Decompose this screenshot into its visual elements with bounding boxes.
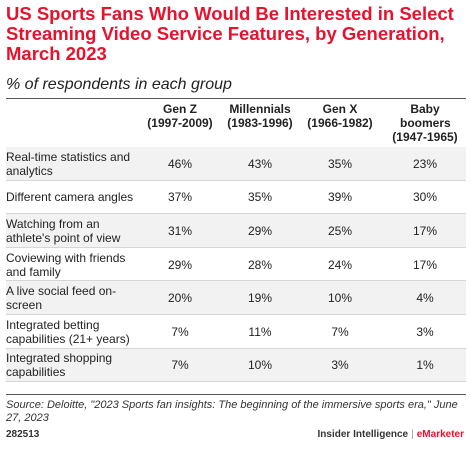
- table-row: Different camera angles 37% 35% 39% 30%: [6, 181, 466, 215]
- table-cell: 46%: [167, 156, 193, 171]
- table-cell: 20%: [167, 291, 193, 306]
- table-row: Integrated shopping capabilities 7% 10% 3% 1…: [6, 348, 466, 383]
- chart-subtitle: % of respondents in each group: [6, 76, 232, 93]
- column-header-name: Baby boomers: [400, 102, 451, 130]
- table-cell: 3%: [331, 358, 349, 373]
- row-divider: [6, 347, 466, 349]
- table-row: Integrated betting capabilities (21+ yea…: [6, 315, 466, 349]
- chart-id: 282513: [6, 429, 40, 440]
- table-cell: 43%: [247, 156, 273, 171]
- row-label: Integrated shopping capabilities: [6, 351, 113, 380]
- table-row: Real-time statistics and analytics 46% 43%…: [6, 147, 466, 181]
- column-header-years: (1947-1965): [392, 130, 458, 144]
- brand-name: Insider Intelligence: [317, 429, 409, 440]
- table-cell: 35%: [327, 156, 353, 171]
- column-header-years: (1966-1982): [307, 116, 373, 130]
- table-cell: 25%: [327, 223, 353, 238]
- table-cell: 11%: [248, 324, 272, 339]
- table-cell: 35%: [247, 190, 273, 205]
- column-header: Gen Z (1997-2009): [139, 102, 221, 130]
- column-header-years: (1983-1996): [227, 116, 293, 130]
- table-cell: 24%: [327, 257, 353, 272]
- row-divider: [6, 246, 466, 248]
- table-row: Watching from an athlete's point of view…: [6, 214, 466, 248]
- column-header: Millennials (1983-1996): [219, 102, 301, 130]
- brand-footer: Insider Intelligence | eMarketer: [318, 429, 464, 440]
- table-cell: 28%: [247, 257, 273, 272]
- row-divider: [6, 213, 466, 215]
- table-cell: 10%: [247, 358, 273, 373]
- table-cell: 39%: [327, 190, 353, 205]
- row-label: Different camera angles: [6, 190, 134, 205]
- chart-title: US Sports Fans Who Would Be Interested i…: [6, 3, 454, 64]
- column-header: Gen X (1966-1982): [299, 102, 381, 130]
- table-cell: 7%: [171, 324, 189, 339]
- table-cell: 29%: [167, 257, 193, 272]
- column-header: Baby boomers (1947-1965): [384, 102, 466, 144]
- table-cell: 30%: [412, 190, 438, 205]
- table-cell: 4%: [416, 291, 434, 306]
- row-divider: [6, 381, 466, 383]
- header-rule: [6, 98, 466, 99]
- table-cell: 19%: [247, 291, 273, 306]
- brand-separator: |: [411, 429, 414, 440]
- table-cell: 10%: [327, 291, 353, 306]
- table-cell: 7%: [331, 324, 349, 339]
- table-cell: 29%: [247, 223, 273, 238]
- row-divider: [6, 280, 466, 282]
- row-divider: [6, 313, 466, 315]
- row-label: A live social feed on-screen: [6, 284, 117, 313]
- row-divider: [6, 179, 466, 181]
- column-header-years: (1997-2009): [147, 116, 213, 130]
- row-label: Integrated betting capabilities (21+ yea…: [6, 317, 130, 346]
- table-cell: 1%: [416, 358, 434, 373]
- table-cell: 31%: [167, 223, 193, 238]
- row-label: Coviewing with friends and family: [6, 250, 126, 279]
- table-cell: 17%: [412, 257, 438, 272]
- footer-rule: [6, 394, 466, 395]
- row-label: Watching from an athlete's point of view: [6, 216, 121, 245]
- source-note: Source: Deloitte, "2023 Sports fan insig…: [6, 399, 458, 424]
- table-cell: 23%: [412, 156, 438, 171]
- table-cell: 17%: [412, 223, 438, 238]
- column-header-name: Gen X: [322, 102, 358, 116]
- brand-suffix: eMarketer: [416, 429, 464, 440]
- table-row: Coviewing with friends and family 29% 28% 2…: [6, 248, 466, 282]
- table-cell: 37%: [167, 190, 193, 205]
- table-cell: 7%: [171, 358, 189, 373]
- column-header-name: Millennials: [229, 102, 291, 116]
- row-label: Real-time statistics and analytics: [6, 149, 131, 178]
- column-header-name: Gen Z: [162, 102, 197, 116]
- table-row: A live social feed on-screen 20% 19% 10% 4%: [6, 281, 466, 315]
- table-cell: 3%: [416, 324, 434, 339]
